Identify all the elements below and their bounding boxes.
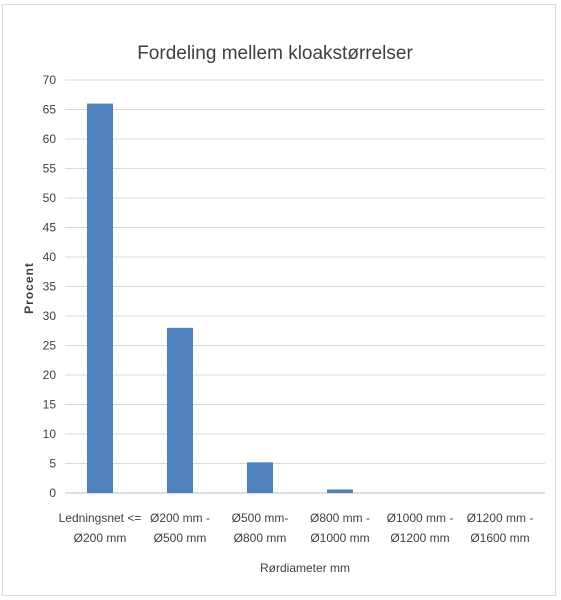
chart-title: Fordeling mellem kloakstørrelser [137,43,413,64]
x-category-label: Ø1200 mm [390,531,449,545]
y-tick-label: 0 [49,486,56,500]
y-tick-label: 65 [43,103,57,117]
gridlines [65,79,545,494]
y-tick-label: 30 [43,309,57,323]
x-category-label: Ø1000 mm - [387,511,454,525]
x-category-label: Ø800 mm - [310,511,370,525]
y-tick-label: 60 [43,132,57,146]
x-category-label: Ledningsnet <= [59,511,142,525]
y-tick-label: 20 [43,368,57,382]
y-tick-label: 40 [43,250,57,264]
y-tick-label: 70 [43,73,57,87]
y-tick-label: 55 [43,162,57,176]
bar [247,462,273,493]
y-tick-label: 15 [43,398,57,412]
x-category-label: Ø500 mm [154,531,207,545]
y-tick-label: 45 [43,221,57,235]
x-category-label: Ø200 mm - [150,511,210,525]
x-category-label: Ø800 mm [234,531,287,545]
y-axis-label: Procent [22,262,36,314]
y-tick-label: 35 [43,280,57,294]
y-tick-label: 10 [43,427,57,441]
x-category-label: Ø200 mm [74,531,127,545]
y-axis-ticks: 0 5 10 15 20 25 30 35 40 45 50 55 60 65 70 [43,73,57,500]
x-axis-categories: Ledningsnet <= Ø200 mm Ø200 mm - Ø500 mm Ø50… [59,511,534,545]
x-category-label: Ø1200 mm - [467,511,534,525]
x-axis-label: Rørdiameter mm [260,561,350,575]
bar [327,489,353,493]
x-category-label: Ø1000 mm [310,531,369,545]
x-category-label: Ø500 mm- [232,511,289,525]
y-tick-label: 25 [43,339,57,353]
y-tick-label: 50 [43,191,57,205]
bar [87,103,113,493]
y-tick-label: 5 [49,457,56,471]
bar [167,327,193,493]
x-category-label: Ø1600 mm [470,531,529,545]
bars [87,103,353,493]
